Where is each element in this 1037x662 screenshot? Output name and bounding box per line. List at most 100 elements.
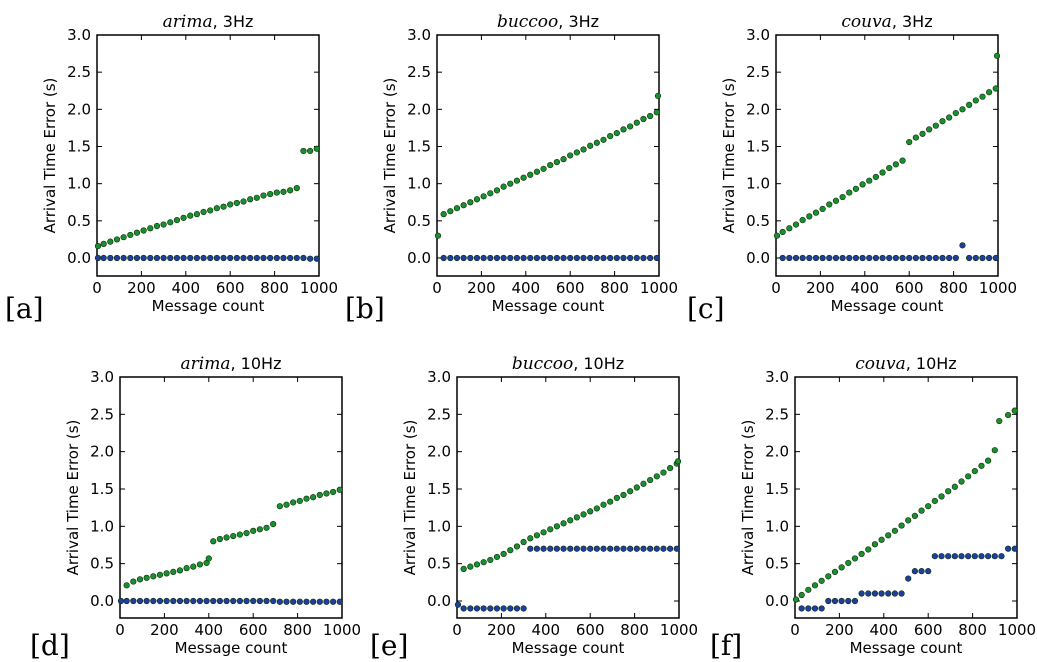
data-point [878, 590, 885, 597]
panel-a: 0.0 0.5 1.0 1.5 2.0 2.5 3.0 0 200 400 600 800 1000 Me… [5, 12, 338, 325]
y-tick-label: 1.0 [90, 517, 114, 535]
data-point [945, 488, 952, 495]
data-point [660, 545, 667, 552]
data-point [236, 597, 243, 605]
data-point [453, 254, 461, 262]
y-tick-label: 3.0 [746, 26, 770, 44]
chart-title-rate: , 3Hz [558, 12, 599, 31]
data-point [303, 495, 310, 502]
data-point [310, 598, 317, 605]
data-point [654, 92, 662, 100]
data-point [593, 139, 600, 146]
y-tick-label: 0.0 [746, 249, 770, 267]
data-point [527, 545, 534, 552]
x-tick-label: 400 [194, 621, 223, 639]
data-point [911, 512, 918, 519]
data-point [280, 254, 287, 262]
data-point [806, 254, 813, 262]
y-tick-label: 3.0 [407, 26, 431, 44]
data-point [912, 254, 919, 262]
data-point [620, 491, 627, 499]
data-point [607, 132, 614, 140]
chart-title-rate: , 3Hz [213, 12, 254, 31]
chart-title-name: couva [855, 354, 905, 374]
data-point [879, 254, 886, 262]
data-point [786, 225, 793, 232]
y-tick-label: 1.5 [427, 480, 451, 498]
data-point [323, 598, 330, 605]
data-point [520, 605, 527, 612]
y-axis-label: Arrival Time Error (s) [64, 420, 82, 576]
data-point [216, 597, 223, 605]
data-point [236, 531, 243, 538]
data-point [613, 254, 620, 262]
data-point [190, 563, 197, 570]
data-point [276, 598, 283, 605]
y-tick-label: 1.0 [67, 175, 91, 193]
data-point [336, 598, 343, 605]
data-point [958, 478, 965, 485]
series-0 [434, 92, 662, 239]
y-tick-label: 2.5 [407, 63, 431, 81]
data-point [560, 156, 567, 163]
data-point [153, 222, 161, 230]
chart-title-rate: , 10Hz [573, 354, 624, 373]
data-point [513, 605, 521, 612]
chart-title: arima, 3Hz [163, 12, 254, 32]
data-point [674, 458, 682, 465]
data-point [607, 254, 614, 262]
plot-frame [119, 376, 343, 619]
data-point [316, 491, 323, 499]
series-1 [798, 545, 1018, 612]
x-tick-label: 800 [958, 621, 987, 639]
x-tick-label: 1000 [323, 621, 361, 639]
data-point [130, 597, 137, 605]
x-tick-label: 800 [620, 621, 649, 639]
data-point [952, 109, 959, 117]
y-axis-label: Arrival Time Error (s) [401, 420, 419, 576]
data-point [633, 545, 640, 552]
data-point [886, 254, 893, 262]
data-point [965, 473, 972, 480]
y-axis-label: Arrival Time Error (s) [720, 78, 738, 234]
data-point [891, 527, 899, 534]
data-point [533, 168, 541, 175]
y-tick-label: 1.0 [427, 517, 451, 535]
y-tick-label: 2.0 [407, 100, 431, 118]
y-tick-label: 1.5 [67, 138, 91, 156]
data-point [156, 571, 164, 578]
data-point [812, 254, 820, 262]
data-point [507, 180, 514, 187]
panel-label: [a] [5, 292, 44, 325]
data-point [938, 493, 945, 500]
data-point [440, 211, 447, 218]
data-point [607, 545, 614, 552]
data-point [826, 254, 833, 262]
data-point [240, 198, 247, 205]
data-point [846, 189, 853, 196]
data-point [587, 142, 594, 149]
y-tick-label: 2.0 [746, 100, 770, 118]
data-point [100, 240, 107, 247]
data-point [553, 523, 561, 530]
data-point [620, 545, 627, 552]
data-point [998, 553, 1005, 560]
data-point [560, 545, 567, 552]
chart-title-rate: , 10Hz [231, 354, 282, 373]
data-point [196, 561, 204, 568]
data-point [932, 254, 939, 262]
data-point [640, 545, 647, 552]
data-point [831, 597, 839, 605]
data-point [247, 196, 254, 203]
data-point [467, 605, 474, 612]
data-point [839, 254, 846, 262]
x-tick-label: 1000 [640, 279, 678, 297]
data-point [287, 254, 294, 262]
data-point [163, 570, 170, 577]
data-point [220, 203, 227, 210]
data-point [1005, 411, 1012, 419]
data-point [818, 577, 825, 584]
series-1 [440, 254, 660, 262]
x-tick-label: 600 [556, 279, 585, 297]
data-point [260, 192, 267, 199]
